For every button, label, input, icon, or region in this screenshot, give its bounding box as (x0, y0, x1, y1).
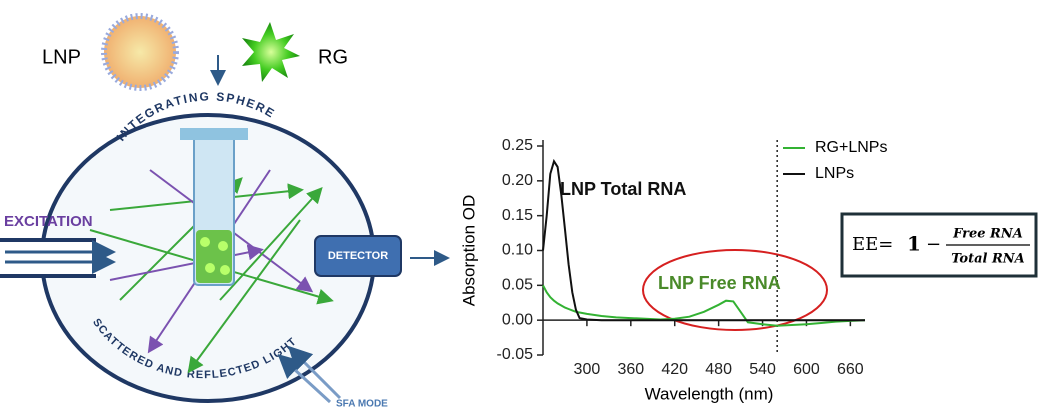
cuvette-cap (180, 128, 248, 140)
lnp-label: LNP (42, 46, 81, 68)
legend-label: RG+LNPs (815, 139, 887, 156)
y-tick-label: 0.25 (502, 137, 533, 154)
x-tick-label: 300 (574, 361, 601, 378)
detector-box (314, 235, 402, 277)
rg-icon (242, 22, 300, 82)
sample (196, 230, 232, 283)
x-tick-label: 480 (705, 361, 732, 378)
formula-minus: − (926, 234, 941, 255)
lnp-icon (101, 13, 179, 91)
data-line (542, 158, 865, 322)
x-tick-label: 660 (837, 361, 864, 378)
formula: EE= 1 − Free RNA Total RNA (840, 212, 1038, 278)
y-tick-label: 0.15 (502, 207, 533, 224)
y-tick-label: 0.20 (502, 172, 533, 189)
formula-one: 1 (907, 232, 921, 256)
x-tick-label: 420 (661, 361, 688, 378)
formula-box (840, 212, 1038, 278)
excitation-label: EXCITATION (4, 213, 93, 230)
sfa-beam (277, 353, 332, 404)
port (0, 240, 100, 276)
x-tick-label: 600 (793, 361, 820, 378)
x-tick-label: 360 (617, 361, 644, 378)
x-tick-label: 540 (749, 361, 776, 378)
x-axis-label: Wavelength (nm) (645, 384, 774, 403)
y-axis-label: Absorption OD (459, 195, 478, 307)
annotation: LNP Free RNA (658, 273, 781, 293)
chart: -0.05 0.00 0.05 0.10 0.15 0.20 0.25 300 360 420 48… (459, 137, 887, 403)
formula-denominator: Total RNA (951, 252, 1025, 267)
detector-label: DETECTOR (328, 250, 388, 262)
y-tick-label: 0.10 (502, 242, 533, 259)
annotation: LNP Total RNA (560, 179, 686, 199)
y-tick-label: 0.05 (502, 277, 533, 294)
diagram: LNP RG EXCITATION INTEGRATING SPHERE SCA… (0, 13, 450, 410)
y-tick-label: 0.00 (502, 311, 533, 328)
formula-lhs: EE= (852, 234, 893, 255)
rg-label: RG (318, 46, 348, 68)
y-tick-label: -0.05 (497, 346, 534, 363)
formula-numerator: Free RNA (952, 227, 1023, 242)
port-wall (0, 238, 96, 278)
legend-label: LNPs (815, 165, 854, 182)
highlight-ellipse (642, 249, 828, 331)
mode-label: SFA MODE (336, 399, 388, 409)
